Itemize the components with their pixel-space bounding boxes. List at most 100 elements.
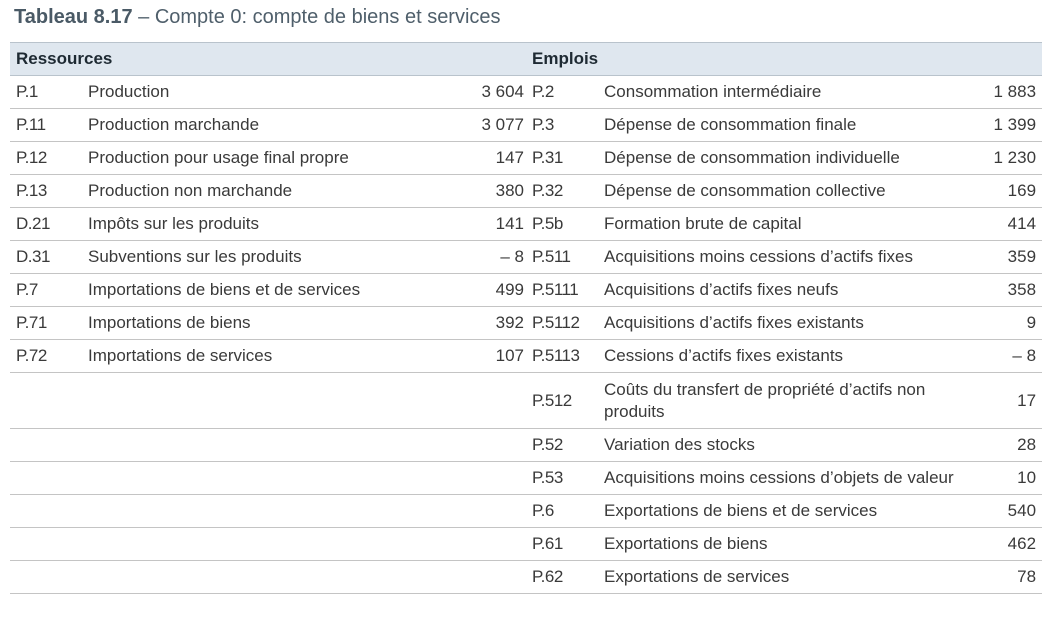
resource-value: – 8 [452,240,527,274]
use-label: Acquisitions moins cessions d’actifs fix… [598,240,969,274]
resource-code: P.71 [10,306,82,340]
use-label: Coûts du transfert de propriété d’actifs… [598,372,969,429]
resource-label: Production marchande [82,108,452,142]
use-label: Variation des stocks [598,428,969,462]
resource-value [452,527,527,561]
resource-value: 499 [452,273,527,307]
table-header-row: Ressources Emplois [10,42,1043,76]
resource-value [452,560,527,594]
table-caption: – Compte 0: compte de biens et services [132,6,501,28]
use-value: – 8 [968,339,1043,373]
resource-label [82,461,452,495]
resource-label [82,527,452,561]
resource-value [452,494,527,528]
use-label: Exportations de services [598,560,969,594]
resource-code [10,494,82,528]
resource-label [82,494,452,528]
use-code: P.2 [526,75,599,109]
resource-value: 392 [452,306,527,340]
use-code: P.511 [526,240,599,274]
table-row: D.21 Impôts sur les produits 141 P.5b Format… [10,207,1043,241]
resource-label: Production pour usage final propre [82,141,452,175]
use-value: 358 [968,273,1043,307]
table-title: Tableau 8.17 – Compte 0: compte de biens… [14,4,501,30]
resource-code: P.13 [10,174,82,208]
use-value: 540 [968,494,1043,528]
use-code: P.5b [526,207,599,241]
table-row: P.61 Exportations de biens 462 [10,527,1043,561]
resource-code: P.1 [10,75,82,109]
resource-code [10,560,82,594]
use-value: 17 [968,372,1043,429]
use-label: Dépense de consommation individuelle [598,141,969,175]
uses-header: Emplois [526,42,1043,76]
table-row: P.6 Exportations de biens et de services 5… [10,494,1043,528]
resource-label: Subventions sur les produits [82,240,452,274]
use-value: 78 [968,560,1043,594]
use-label: Acquisitions d’actifs fixes existants [598,306,969,340]
goods-services-account-table: Ressources Emplois P.1 Production 3 604 P.2… [10,42,1043,594]
table-row: P.52 Variation des stocks 28 [10,428,1043,462]
resource-label: Importations de biens [82,306,452,340]
table-row: P.12 Production pour usage final propre 14… [10,141,1043,175]
use-code: P.53 [526,461,599,495]
use-value: 1 883 [968,75,1043,109]
resource-code: P.12 [10,141,82,175]
use-code: P.6 [526,494,599,528]
use-code: P.31 [526,141,599,175]
table-row: P.512 Coûts du transfert de propriété d’a… [10,372,1043,429]
resource-code [10,372,82,429]
use-label: Acquisitions moins cessions d’objets de … [598,461,969,495]
resource-value: 380 [452,174,527,208]
use-label: Dépense de consommation finale [598,108,969,142]
resource-label: Impôts sur les produits [82,207,452,241]
resource-value [452,372,527,429]
resource-value [452,428,527,462]
use-code: P.52 [526,428,599,462]
use-code: P.5112 [526,306,599,340]
use-value: 10 [968,461,1043,495]
table-body: P.1 Production 3 604 P.2 Consommation interm… [10,75,1043,594]
table-row: P.7 Importations de biens et de services 4… [10,273,1043,307]
resource-code [10,527,82,561]
use-label: Consommation intermédiaire [598,75,969,109]
table-row: D.31 Subventions sur les produits – 8 P.511… [10,240,1043,274]
resource-value: 141 [452,207,527,241]
use-value: 414 [968,207,1043,241]
resource-code [10,461,82,495]
resource-label: Production [82,75,452,109]
table-row: P.1 Production 3 604 P.2 Consommation interm… [10,75,1043,109]
resource-value [452,461,527,495]
resource-label: Importations de services [82,339,452,373]
resource-code: D.21 [10,207,82,241]
table-row: P.13 Production non marchande 380 P.32 Dépen… [10,174,1043,208]
use-value: 169 [968,174,1043,208]
use-value: 359 [968,240,1043,274]
resource-label [82,560,452,594]
resource-code: D.31 [10,240,82,274]
use-code: P.5111 [526,273,599,307]
table-row: P.71 Importations de biens 392 P.5112 Acquis… [10,306,1043,340]
table-row: P.11 Production marchande 3 077 P.3 Dépense … [10,108,1043,142]
resource-value: 3 604 [452,75,527,109]
use-label: Acquisitions d’actifs fixes neufs [598,273,969,307]
resource-value: 3 077 [452,108,527,142]
resource-value: 107 [452,339,527,373]
use-label: Exportations de biens [598,527,969,561]
use-code: P.512 [526,372,599,429]
table-row: P.62 Exportations de services 78 [10,560,1043,594]
use-code: P.5113 [526,339,599,373]
resource-code: P.11 [10,108,82,142]
use-value: 462 [968,527,1043,561]
table-number: Tableau 8.17 [14,6,133,28]
use-value: 9 [968,306,1043,340]
use-label: Cessions d’actifs fixes existants [598,339,969,373]
resource-label [82,428,452,462]
resource-value: 147 [452,141,527,175]
use-label: Dépense de consommation collective [598,174,969,208]
use-label: Exportations de biens et de services [598,494,969,528]
use-code: P.62 [526,560,599,594]
resource-code: P.7 [10,273,82,307]
table-row: P.72 Importations de services 107 P.5113 Ces… [10,339,1043,373]
use-label: Formation brute de capital [598,207,969,241]
